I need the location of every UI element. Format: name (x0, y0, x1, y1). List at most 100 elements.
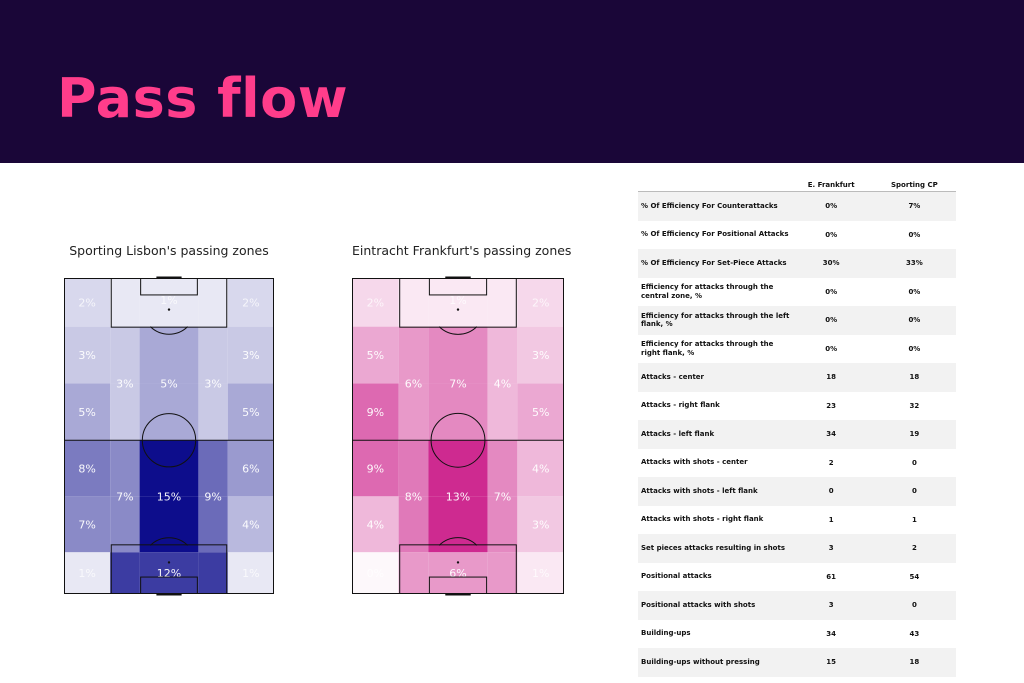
row-value-frankfurt: 0% (825, 344, 838, 353)
zone-cell (398, 440, 429, 497)
zone-cell (110, 440, 140, 497)
row-label: Positional attacks with shots (638, 591, 790, 620)
zone-cell (428, 278, 488, 327)
row-value-sporting: 0 (872, 591, 956, 620)
zone-label: 9% (204, 490, 221, 503)
zone-cell (487, 278, 518, 327)
zone-label: 8% (78, 462, 95, 475)
zone-cell (227, 440, 274, 497)
zone-label: 7% (494, 490, 511, 503)
zone-label: 0% (367, 567, 384, 580)
table-header-sporting: Sporting CP (872, 178, 956, 192)
row-value-frankfurt: 2 (828, 458, 834, 467)
table-row: Efficiency for attacks through the centr… (638, 278, 956, 307)
zone-cell (352, 326, 399, 384)
zone-cell (517, 326, 564, 384)
row-value-frankfurt: 1 (828, 515, 834, 524)
zone-label: 4% (242, 518, 259, 531)
table-header-row: E. Frankfurt Sporting CP (638, 178, 956, 192)
bottom-penalty-spot (456, 561, 460, 564)
zone-cell (110, 278, 140, 327)
zone-label: 2% (78, 296, 95, 309)
row-label: Attacks - center (638, 363, 790, 392)
zone-cell (517, 552, 564, 594)
row-value-sporting: 54 (909, 572, 920, 581)
row-value-sporting: 33% (872, 249, 956, 278)
row-value-sporting: 0 (872, 477, 956, 506)
zone-label: 7% (116, 490, 133, 503)
zone-cell (198, 496, 228, 553)
zone-label: 3% (532, 518, 549, 531)
zone-cell (487, 383, 518, 441)
bottom-penalty-arc (438, 537, 478, 546)
row-value-frankfurt: 0 (789, 477, 873, 506)
table-row: Set pieces attacks resulting in shots 3 2 (638, 534, 956, 563)
row-label: Building-ups without pressing (638, 648, 790, 677)
zone-cell (64, 278, 111, 327)
row-value-sporting: 0% (908, 230, 921, 239)
zone-label: 4% (494, 378, 511, 391)
row-label: Attacks with shots - right flank (641, 515, 764, 524)
zone-label: 2% (242, 296, 259, 309)
row-value-frankfurt: 0% (789, 191, 873, 221)
row-label: Efficiency for attacks through the centr… (641, 283, 774, 300)
bottom-goal (156, 593, 182, 596)
zone-cell (352, 552, 399, 594)
row-value-sporting: 7% (872, 191, 956, 221)
zone-label: 3% (532, 349, 549, 362)
zone-cell (139, 278, 199, 327)
bottom-penalty-spot (167, 561, 171, 564)
zone-cell (487, 440, 518, 497)
table-row: Efficiency for attacks through the right… (638, 335, 956, 364)
center-circle (141, 413, 197, 468)
stats-table: E. Frankfurt Sporting CP % Of Efficiency… (638, 178, 956, 677)
row-value-sporting: 0% (908, 344, 921, 353)
row-value-sporting: 0 (911, 458, 917, 467)
row-value-frankfurt: 34 (789, 420, 873, 449)
zone-label: 5% (367, 349, 384, 362)
zone-label: 15% (157, 490, 181, 503)
row-value-frankfurt: 30% (789, 249, 873, 278)
zone-cell (487, 496, 518, 553)
frankfurt-passing-zones-chart: 2% 1% 2% 5% 6% 7% 4% 3% 9% 5% 9% 8% 13% 7% 4% 4% 3% 0% 6% 1… (352, 276, 564, 596)
row-label: % Of Efficiency For Positional Attacks (641, 230, 789, 239)
zone-cell (487, 552, 518, 594)
table-row: % Of Efficiency For Set-Piece Attacks 30%… (638, 249, 956, 278)
zone-cell (352, 496, 399, 553)
zone-cell (198, 552, 228, 594)
table-header-blank (638, 178, 790, 192)
zone-label: 1% (449, 294, 466, 307)
bottom-goal (445, 593, 471, 596)
row-label: Set pieces attacks resulting in shots (638, 534, 790, 563)
table-row: Attacks - left flank 34 19 (638, 420, 956, 449)
row-value-frankfurt: 0% (825, 287, 838, 296)
zone-label: 1% (242, 567, 259, 580)
zone-cell (398, 496, 429, 553)
top-penalty-arc (438, 326, 478, 335)
header-banner: Pass flow (0, 0, 1024, 163)
zone-label: 2% (532, 296, 549, 309)
zone-cell (352, 383, 399, 441)
zone-label: 13% (446, 490, 470, 503)
zone-cell (139, 552, 199, 594)
zone-label: 1% (78, 567, 95, 580)
zone-label: 6% (449, 567, 466, 580)
table-row: Positional attacks with shots 3 0 (638, 591, 956, 620)
zone-label: 5% (160, 378, 177, 391)
zone-cell (198, 383, 228, 441)
zone-label: 1% (532, 567, 549, 580)
row-value-sporting: 1 (911, 515, 917, 524)
zone-cell (139, 496, 199, 553)
row-value-frankfurt: 34 (826, 629, 837, 638)
zone-cell (398, 278, 429, 327)
row-value-frankfurt: 0% (825, 230, 838, 239)
row-value-frankfurt: 3 (789, 534, 873, 563)
zone-label: 3% (116, 378, 133, 391)
row-label: Positional attacks (641, 572, 712, 581)
zone-cell (64, 326, 111, 384)
row-label: % Of Efficiency For Set-Piece Attacks (638, 249, 790, 278)
table-row: Attacks with shots - center 2 0 (638, 449, 956, 478)
zone-cell (227, 326, 274, 384)
zone-label: 2% (367, 296, 384, 309)
zone-cell (64, 440, 111, 497)
